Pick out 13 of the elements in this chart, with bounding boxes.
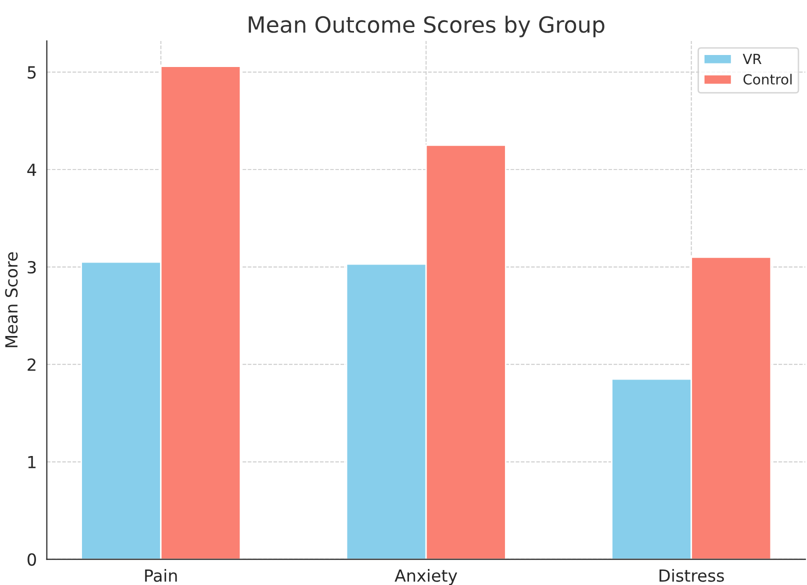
chart-title: Mean Outcome Scores by Group — [248, 16, 604, 38]
y-tick-label: 0 — [28, 553, 36, 566]
y-tick-label: 1 — [28, 456, 36, 468]
y-tick-label: 5 — [28, 66, 36, 79]
x-tick-label: Pain — [145, 568, 177, 582]
x-tick-label: Distress — [660, 568, 724, 582]
x-tick-label: Anxiety — [394, 568, 458, 585]
legend-label: Control — [743, 74, 792, 85]
legend-label: VR — [742, 54, 762, 64]
y-axis-title: Mean Score — [5, 252, 18, 348]
y-tick-label: 4 — [27, 164, 36, 176]
y-tick-label: 2 — [28, 358, 36, 371]
y-tick-label: 3 — [28, 260, 36, 274]
